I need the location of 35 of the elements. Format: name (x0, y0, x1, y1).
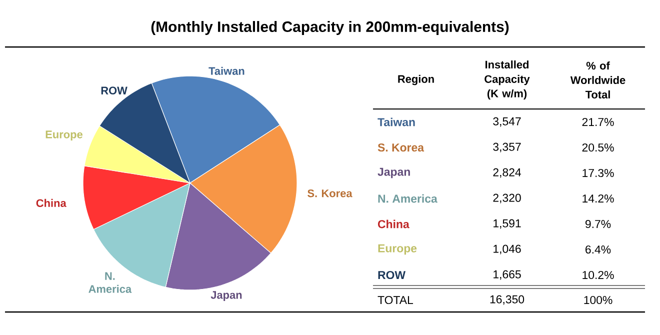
category-label: Taiwan (378, 118, 415, 126)
category-label: N. America (378, 194, 438, 203)
slice-label: ROW (101, 86, 128, 94)
slice-label: China (36, 198, 66, 207)
text: Installed Capacity (K w/m) (484, 60, 530, 100)
text: 1,665 (494, 270, 521, 280)
text: 17.3% (582, 168, 614, 178)
chart-title: (Monthly Installed Capacity in 200mm-equivalents) (151, 21, 509, 35)
text: 2,320 (493, 194, 521, 204)
text: 3,547 (493, 117, 521, 127)
text: 20.5% (582, 143, 614, 152)
text: 1,046 (494, 244, 521, 254)
text: 9.7% (585, 220, 611, 228)
text: 10.2% (582, 270, 614, 280)
text: Region (398, 74, 434, 86)
category-label: Europe (378, 244, 417, 255)
slice-label: Taiwan (208, 66, 244, 75)
text: TOTAL (378, 296, 414, 304)
category-label: China (378, 220, 410, 228)
text: % of Worldwide Total (570, 62, 626, 98)
text: 16,350 (490, 295, 524, 305)
slice-label: Japan (210, 291, 242, 301)
text: 2,824 (493, 168, 521, 178)
text: 1,591 (494, 219, 521, 229)
slice-label: N. America (88, 272, 132, 293)
text: 3,357 (493, 142, 521, 152)
category-label: ROW (378, 270, 406, 280)
text: 6.4% (586, 245, 611, 254)
text: 21.7% (582, 118, 614, 126)
text: 14.2% (582, 194, 614, 203)
slice-label: S. Korea (308, 189, 352, 198)
category-label: Japan (378, 168, 410, 178)
slice-label: S. Korea (378, 143, 424, 152)
text: 100% (584, 296, 612, 304)
slice-label: Europe (46, 130, 82, 140)
